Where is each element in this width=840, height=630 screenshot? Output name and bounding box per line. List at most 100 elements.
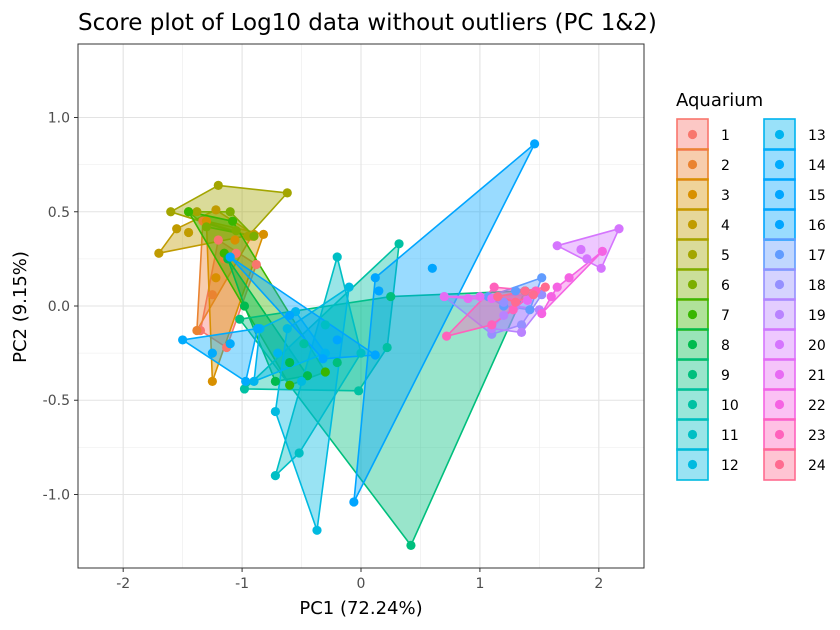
point-aquarium-6 [231,226,241,236]
legend-label-4: 4 [721,218,730,234]
point-aquarium-6 [249,231,259,241]
point-aquarium-24 [520,286,530,296]
point-aquarium-17 [510,286,521,296]
point-aquarium-14 [241,376,251,386]
legend-key-dot-9 [687,369,698,380]
point-aquarium-16 [349,497,359,507]
hull-aquarium-15 [229,256,377,360]
legend-label-15: 15 [808,188,826,204]
legend-key-dot-16 [774,219,785,230]
point-aquarium-20 [552,241,562,251]
legend-key-dot-8 [687,339,698,350]
point-aquarium-21 [463,293,473,304]
legend-label-6: 6 [721,278,730,294]
legend-key-dot-23 [774,429,785,440]
point-aquarium-12 [312,525,322,535]
legend-key-2 [676,148,709,181]
point-aquarium-11 [332,252,342,262]
legend-key-dot-12 [687,459,698,470]
point-aquarium-14 [207,348,217,358]
hull-aquarium-14 [181,327,259,383]
point-aquarium-15 [370,350,380,360]
point-aquarium-8 [270,376,280,386]
point-aquarium-13 [273,348,283,358]
point-aquarium-9 [332,357,342,368]
legend-label-12: 12 [721,458,739,474]
x-axis-title: PC1 (72.24%) [299,598,422,619]
legend-label-14: 14 [808,158,826,174]
point-aquarium-3 [207,376,217,386]
point-aquarium-3 [230,235,240,245]
point-aquarium-2 [192,325,202,336]
point-aquarium-8 [239,301,250,311]
point-aquarium-11 [320,320,330,330]
point-aquarium-5 [282,188,292,198]
point-aquarium-7 [183,207,194,217]
legend-key-dot-15 [774,189,785,200]
legend-key-dot-11 [687,429,698,440]
point-aquarium-7 [320,367,330,377]
point-aquarium-4 [183,227,194,238]
x-tick-label: 2 [594,576,603,592]
point-aquarium-18 [516,320,527,330]
point-aquarium-3 [258,229,269,239]
legend-key-dot-3 [687,189,698,200]
point-aquarium-15 [318,354,328,364]
legend-key-dot-17 [774,249,785,260]
hull-aquarium-16 [353,143,536,503]
legend-key-20 [763,328,796,361]
point-aquarium-23 [487,320,497,330]
point-aquarium-1 [213,235,223,245]
point-aquarium-22 [552,282,562,292]
point-aquarium-2 [207,290,217,300]
point-aquarium-20 [582,254,592,264]
point-aquarium-14 [178,335,188,345]
x-tick-label: 1 [475,576,484,592]
point-aquarium-20 [596,263,606,273]
point-aquarium-21 [439,291,449,302]
point-aquarium-11 [270,471,280,481]
point-aquarium-14 [225,339,235,349]
legend-key-dot-20 [774,339,785,350]
point-aquarium-22 [546,291,556,302]
y-tick-label: 0.5 [48,205,70,221]
y-tick-label: 1.0 [48,111,70,127]
point-aquarium-11 [294,448,304,458]
point-aquarium-9 [406,540,416,550]
legend-key-8 [676,328,709,361]
point-aquarium-12 [270,406,280,417]
legend-key-21 [763,358,796,391]
point-aquarium-7 [227,216,238,226]
legend-key-dot-6 [687,279,698,290]
legend-key-dot-7 [687,309,698,320]
legend-title: Aquarium [676,90,763,111]
point-aquarium-10 [394,239,404,249]
legend-key-dot-19 [774,309,785,320]
y-tick-label: -1.0 [43,487,70,503]
point-aquarium-24 [493,291,503,302]
legend-label-7: 7 [721,308,730,324]
point-aquarium-12 [344,282,354,292]
y-axis-title: PC2 (9.15%) [10,251,31,363]
legend-label-19: 19 [808,308,826,324]
point-aquarium-24 [540,282,550,292]
point-aquarium-3 [211,273,221,283]
legend-key-dot-13 [774,129,785,140]
point-aquarium-13 [249,376,259,386]
point-aquarium-15 [332,335,342,345]
point-aquarium-8 [285,357,295,368]
legend-key-dot-4 [687,219,698,230]
legend-key-dot-14 [774,159,785,170]
point-aquarium-5 [192,207,202,217]
x-tick-label: 0 [357,576,366,592]
point-aquarium-11 [356,348,366,358]
point-aquarium-4 [211,205,221,215]
point-aquarium-21 [522,295,533,305]
point-aquarium-10 [354,386,364,396]
point-aquarium-4 [172,224,182,234]
point-aquarium-17 [525,305,535,315]
point-aquarium-6 [225,207,235,217]
point-aquarium-4 [154,248,164,258]
